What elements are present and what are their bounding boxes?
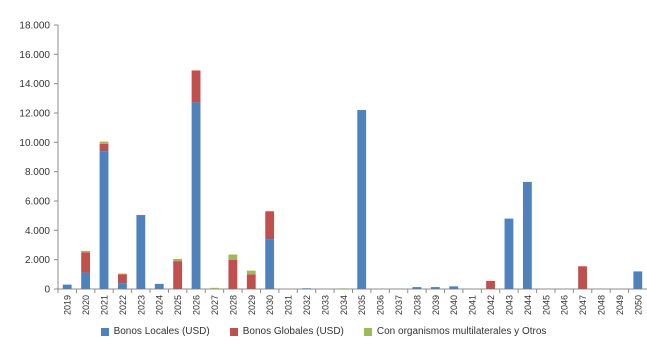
bar-segment-series-0 [412,287,422,289]
x-tick-label: 2040 [449,295,459,315]
bar-segment-series-0 [430,287,440,289]
bar-segment-series-0 [522,181,532,289]
bar-segment-series-1 [228,259,238,289]
x-tick-label: 2047 [578,295,588,315]
x-tick-label: 2019 [63,295,73,315]
x-tick-label: 2029 [247,295,257,315]
bar-segment-series-1 [118,274,127,284]
bar-segment-series-1 [136,214,146,216]
bar-segment-series-2 [173,258,183,262]
bar-segment-series-0 [302,288,311,290]
legend-swatch-bonos-locales [100,327,109,336]
legend-item-organismos: Con organismos multilaterales y Otros [363,326,547,337]
bar-segment-series-0 [62,284,72,289]
y-tick-label: 0 [44,285,50,296]
legend-swatch-organismos [363,327,372,336]
bar-segment-series-0 [81,272,91,289]
bar-segment-series-0 [191,102,201,289]
x-tick-label: 2028 [228,295,238,315]
chart-legend: Bonos Locales (USD) Bonos Globales (USD)… [0,326,647,337]
bar-segment-series-0 [449,286,459,289]
x-tick-label: 2045 [541,295,551,315]
y-tick-label: 18.000 [19,21,50,32]
y-tick-label: 10.000 [19,138,50,149]
bar-segment-series-2 [210,287,219,289]
bar-segment-series-0 [136,215,146,289]
x-tick-label: 2042 [486,295,496,315]
x-tick-label: 2033 [320,295,330,315]
bar-segment-series-2 [228,254,238,260]
legend-label-organismos: Con organismos multilaterales y Otros [376,326,547,337]
bar-segment-series-1 [486,280,495,289]
bar-segment-series-0 [118,283,127,289]
x-tick-label: 2030 [265,295,275,315]
bar-segment-series-2 [338,288,348,290]
y-tick-label: 2.000 [25,255,50,266]
bar-segment-series-1 [246,274,256,289]
x-tick-label: 2034 [339,295,349,315]
bar-segment-series-2 [99,141,109,144]
x-tick-label: 2036 [376,295,386,315]
x-tick-label: 2049 [615,295,625,315]
bar-segment-series-0 [633,271,643,289]
x-tick-label: 2041 [468,295,478,315]
bar-segment-series-1 [191,70,201,103]
bar-segment-series-0 [99,151,109,289]
bar-segment-series-1 [578,266,587,289]
bar-segment-series-0 [154,283,164,289]
x-tick-label: 2043 [504,295,514,315]
x-tick-label: 2020 [81,295,91,315]
x-tick-label: 2039 [431,295,441,315]
y-tick-label: 14.000 [19,79,50,90]
bar-segment-series-2 [246,270,256,275]
bar-segment-series-2 [81,250,91,253]
y-tick-label: 12.000 [19,109,50,120]
bar-segment-series-0 [357,110,367,289]
y-tick-label: 4.000 [25,226,50,237]
legend-item-bonos-globales: Bonos Globales (USD) [229,326,344,337]
x-tick-label: 2023 [136,295,146,315]
x-tick-label: 2032 [302,295,312,315]
y-tick-label: 8.000 [25,167,50,178]
x-tick-label: 2046 [560,295,570,315]
y-tick-label: 16.000 [19,50,50,61]
x-tick-label: 2048 [596,295,606,315]
legend-swatch-bonos-globales [229,327,238,336]
x-tick-label: 2050 [633,295,643,315]
bar-segment-series-2 [118,273,127,275]
legend-item-bonos-locales: Bonos Locales (USD) [100,326,210,337]
legend-label-bonos-globales: Bonos Globales (USD) [242,326,344,337]
x-tick-label: 2026 [192,295,202,315]
x-tick-label: 2038 [412,295,422,315]
y-tick-label: 6.000 [25,197,50,208]
bar-segment-series-0 [265,239,275,289]
x-tick-label: 2027 [210,295,220,315]
x-tick-label: 2021 [100,295,110,315]
bar-segment-series-0 [504,218,514,289]
legend-label-bonos-locales: Bonos Locales (USD) [113,326,210,337]
x-tick-label: 2024 [155,295,165,315]
x-tick-label: 2031 [284,295,294,315]
bar-segment-series-1 [99,143,109,152]
x-tick-label: 2037 [394,295,404,315]
bar-segment-series-1 [265,211,275,240]
bar-segment-series-1 [173,261,183,289]
x-tick-label: 2044 [523,295,533,315]
bar-segment-series-1 [81,252,91,273]
x-tick-label: 2035 [357,295,367,315]
x-tick-label: 2022 [118,295,128,315]
x-tick-label: 2025 [173,295,183,315]
